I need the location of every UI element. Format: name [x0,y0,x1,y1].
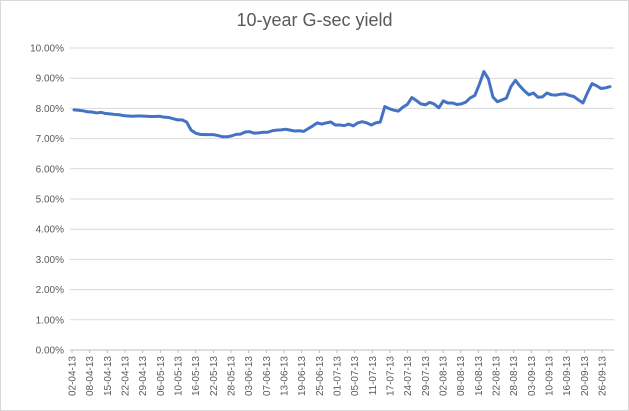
x-tick-label: 03-06-13 [244,356,255,396]
x-tick-label: 22-04-13 [121,356,132,396]
x-tick-label: 02-04-13 [68,356,79,396]
x-tick-label: 17-07-13 [386,356,397,396]
x-tick-label: 29-07-13 [421,356,432,396]
x-tick-label: 08-04-13 [85,356,96,396]
x-tick-label: 13-06-13 [280,356,291,396]
y-tick-label: 0.00% [36,346,64,357]
x-tick-labels: 02-04-13 08-04-13 15-04-13 22-04-13 29-04-13… [68,356,609,396]
y-tick-label: 3.00% [36,255,64,266]
x-tick-label: 06-05-13 [156,356,167,396]
x-tick-label: 16-08-13 [474,356,485,396]
x-tick-label: 24-07-13 [403,356,414,396]
x-tick-label: 10-05-13 [174,356,185,396]
x-tick-label: 15-04-13 [103,356,114,396]
x-tick-label: 01-07-13 [333,356,344,396]
x-tick-label: 02-08-13 [439,356,450,396]
x-tick-label: 07-06-13 [262,356,273,396]
x-tick-label: 25-06-13 [315,356,326,396]
x-tick-label: 28-05-13 [227,356,238,396]
chart-title: 10-year G-sec yield [236,10,393,30]
series-line [72,70,612,139]
y-tick-label: 9.00% [36,74,64,85]
x-tick-label: 08-08-13 [456,356,467,396]
x-tick-label: 26-09-13 [598,356,609,396]
y-tick-label: 10.00% [30,44,64,55]
x-tick-label: 22-08-13 [492,356,503,396]
y-tick-label: 7.00% [36,134,64,145]
x-tick-label: 16-05-13 [191,356,202,396]
series-layer [72,70,612,139]
x-tick-label: 16-09-13 [562,356,573,396]
x-tick-label: 22-05-13 [209,356,220,396]
axes [70,349,614,353]
y-tick-labels: 0.00% 1.00% 2.00% 3.00% 4.00% 5.00% 6.00% 7.00%… [30,44,64,357]
gridlines [70,47,614,321]
y-tick-label: 1.00% [36,315,64,326]
x-tick-label: 03-09-13 [527,356,538,396]
y-tick-label: 6.00% [36,164,64,175]
x-tick-label: 29-04-13 [138,356,149,396]
y-tick-label: 8.00% [36,104,64,115]
x-tick-label: 19-06-13 [297,356,308,396]
x-tick-label: 10-09-13 [545,356,556,396]
x-tick-label: 28-08-13 [509,356,520,396]
y-tick-label: 5.00% [36,195,64,206]
y-tick-label: 2.00% [36,285,64,296]
x-tick-label: 11-07-13 [368,356,379,396]
y-tick-label: 4.00% [36,225,64,236]
x-tick-label: 05-07-13 [350,356,361,396]
x-tick-label: 20-09-13 [580,356,591,396]
